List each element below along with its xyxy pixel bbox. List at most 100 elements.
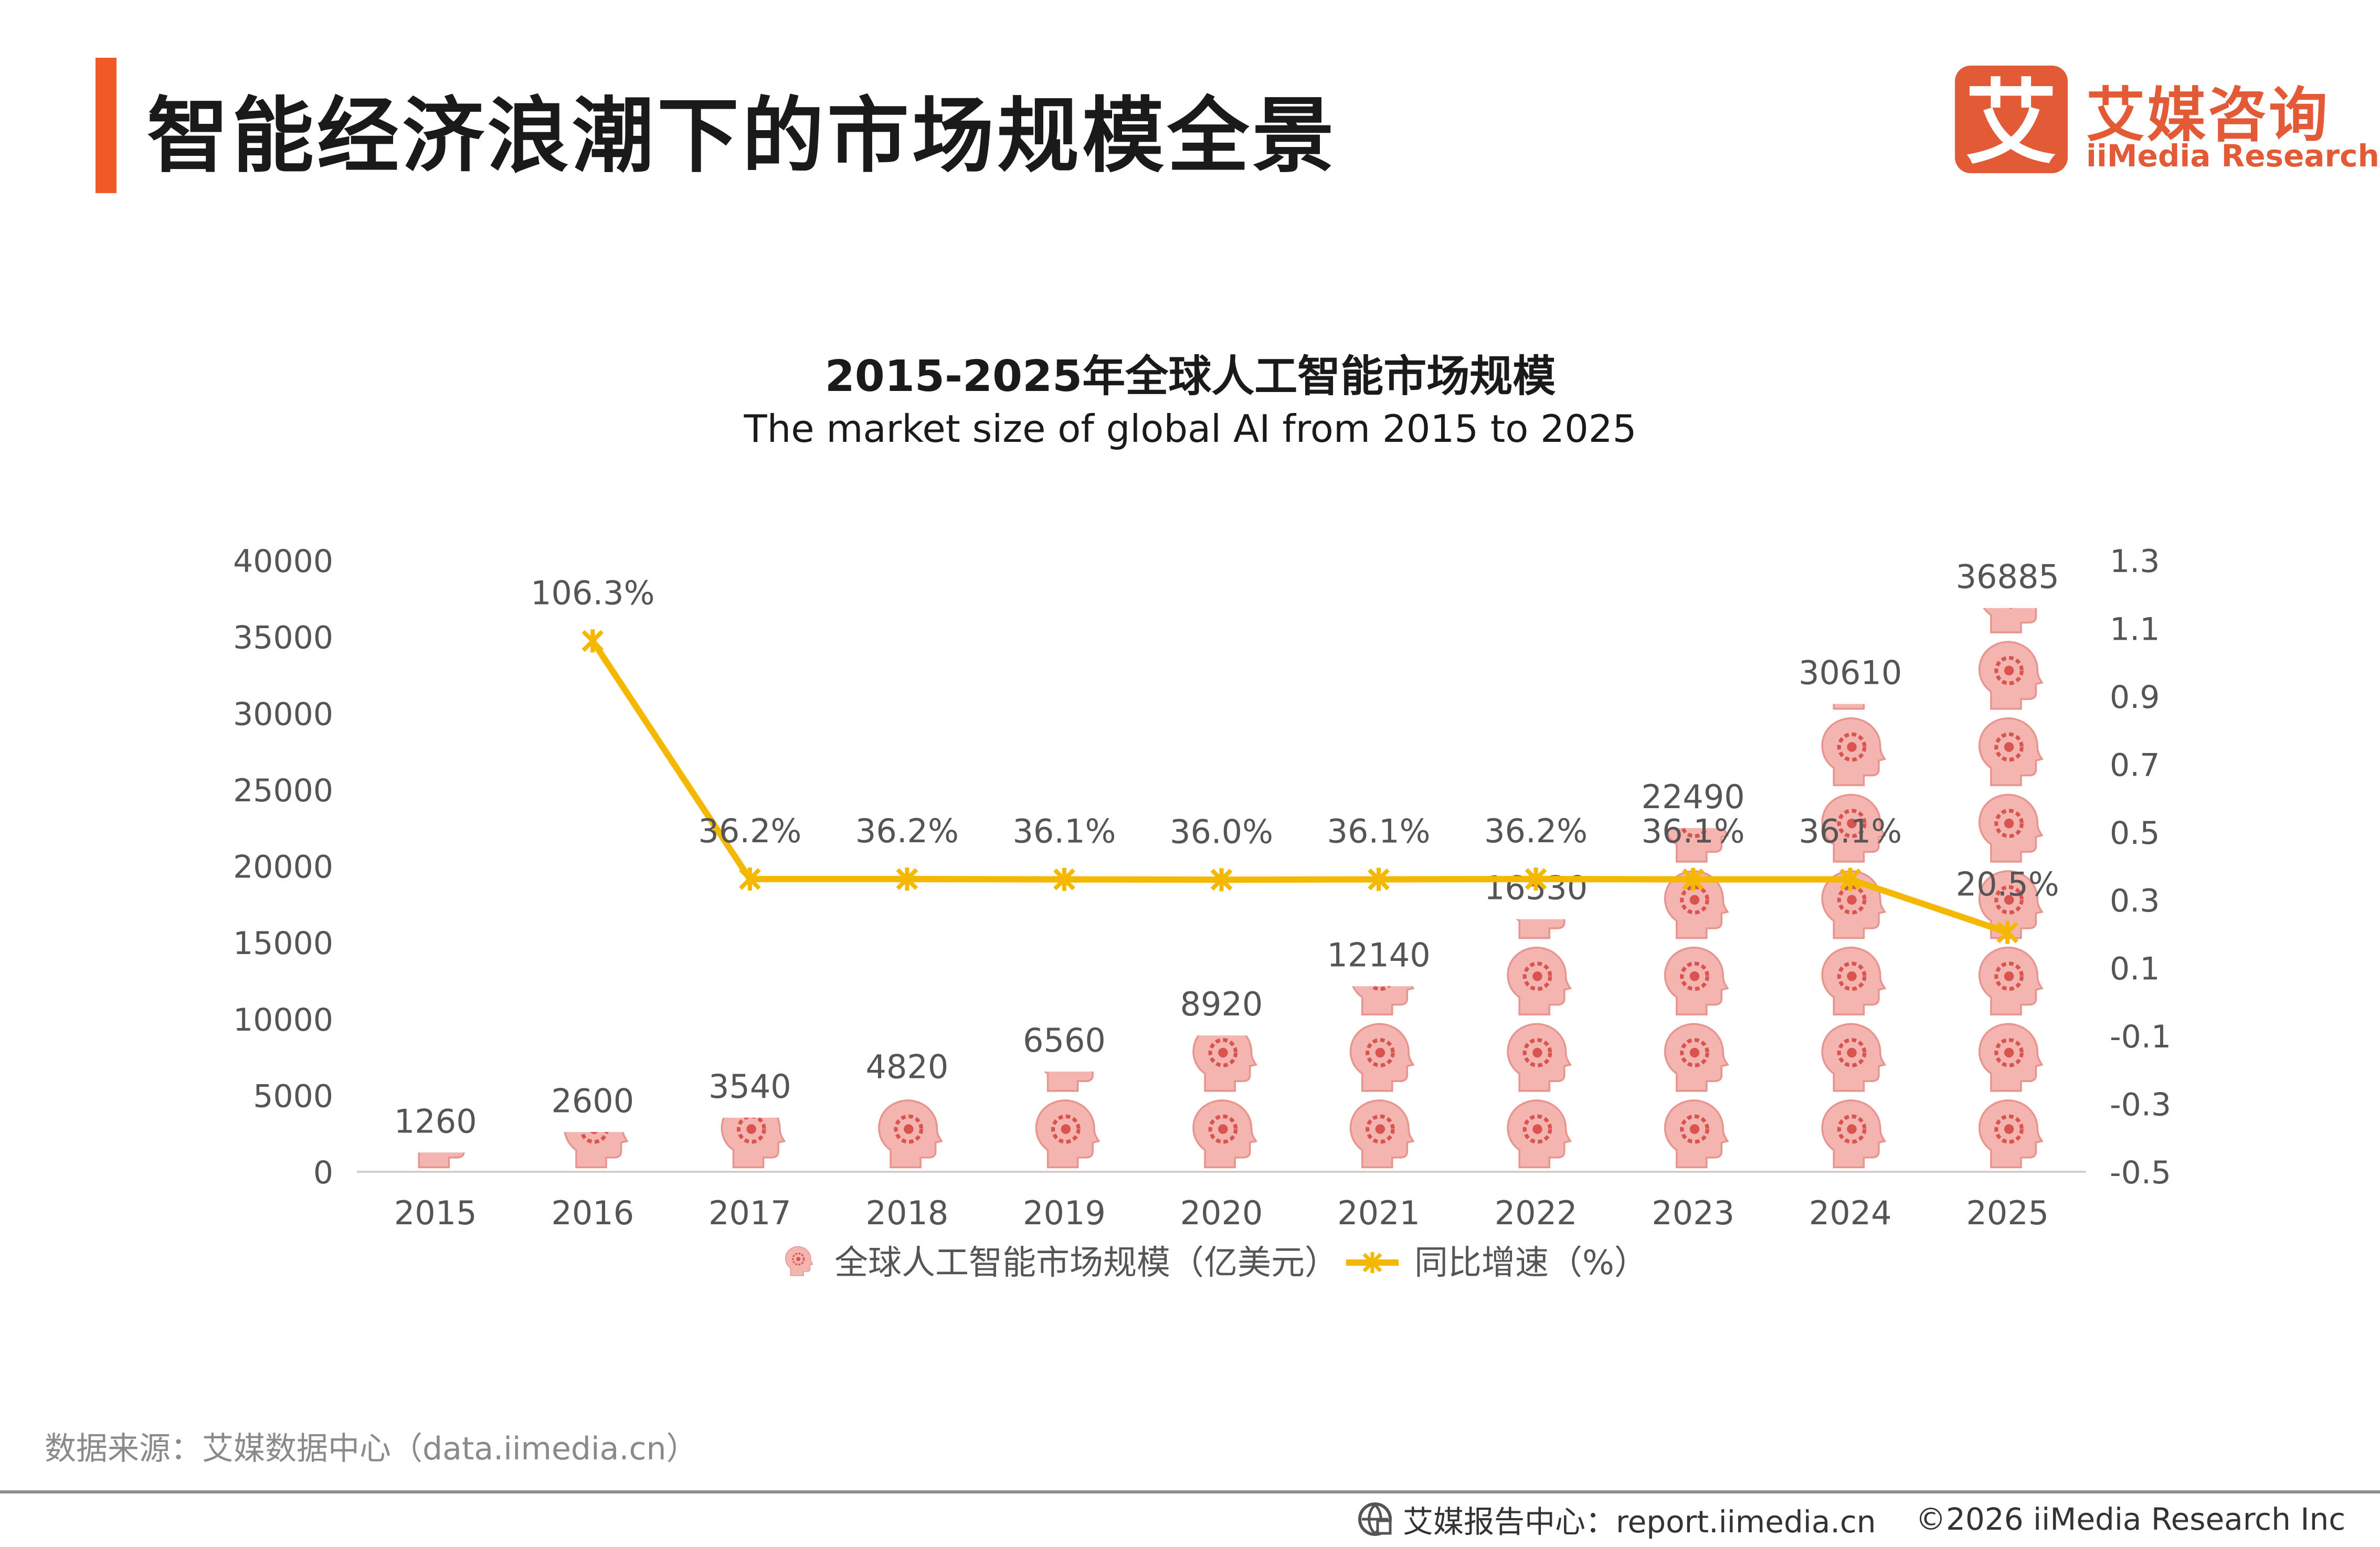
y-left-tick-label: 15000 xyxy=(233,925,333,962)
head-gear-icon xyxy=(1822,948,1885,1014)
legend-asterisk-icon xyxy=(1362,1252,1382,1273)
asterisk-marker xyxy=(1525,867,1547,891)
head-gear-icon xyxy=(1193,1100,1256,1167)
report-center-icon xyxy=(1358,1502,1392,1536)
y-right-tick-label: -0.3 xyxy=(2110,1087,2171,1124)
bar-icon-stack xyxy=(1351,948,1413,1168)
y-left-tick-label: 35000 xyxy=(233,620,333,656)
asterisk-marker xyxy=(1839,867,1861,891)
bar xyxy=(1508,871,1570,1167)
bar-value-label: 36885 xyxy=(1956,558,2059,596)
marker-shape xyxy=(1996,920,2019,944)
growth-rate-label: 36.1% xyxy=(1642,812,1745,851)
head-gear-icon xyxy=(1508,948,1570,1014)
bar-icon-stack xyxy=(1508,871,1570,1167)
head-gear-icon xyxy=(1980,642,2042,708)
head-gear-icon xyxy=(1980,794,2042,861)
bar-icon-stack xyxy=(1665,794,1728,1167)
report-center-link[interactable]: 艾媒报告中心：report.iimedia.cn xyxy=(1403,1504,1876,1540)
x-tick-label: 2016 xyxy=(551,1194,634,1232)
asterisk-marker xyxy=(896,867,918,891)
footer-report-center[interactable]: 艾媒报告中心：report.iimedia.cn xyxy=(1357,1498,1876,1540)
logo-mark-char: 艾 xyxy=(1965,70,2057,173)
asterisk-marker xyxy=(1682,867,1704,891)
head-gear-icon xyxy=(1665,1024,1728,1090)
copyright: ©2026 iiMedia Research Inc xyxy=(1916,1501,2346,1537)
marker-shape xyxy=(1682,867,1704,891)
bar-value-label: 6560 xyxy=(1023,1021,1106,1059)
head-gear-icon xyxy=(1665,1100,1728,1167)
bar xyxy=(1193,1024,1256,1167)
bar-value-label: 2600 xyxy=(551,1082,634,1120)
head-gear-icon xyxy=(1508,1024,1570,1090)
head-gear-icon xyxy=(1036,1100,1098,1167)
bar-value-label: 4820 xyxy=(866,1048,949,1086)
head-gear-icon xyxy=(1351,1024,1413,1090)
x-tick-label: 2015 xyxy=(394,1194,477,1232)
x-tick-label: 2018 xyxy=(866,1194,949,1232)
head-gear-icon xyxy=(1980,948,2042,1014)
y-left-tick-label: 30000 xyxy=(233,696,333,733)
growth-rate-label: 36.2% xyxy=(698,812,801,850)
growth-rate-label: 106.3% xyxy=(531,574,654,612)
chart-title: 2015-2025年全球人工智能市场规模 xyxy=(825,352,1556,401)
x-tick-label: 2020 xyxy=(1180,1194,1263,1232)
growth-line xyxy=(590,639,2009,936)
head-gear-icon xyxy=(1980,1100,2042,1167)
bar-value-label: 8920 xyxy=(1180,985,1263,1023)
bar-value-label: 22490 xyxy=(1642,778,1745,816)
y-left-tick-label: 25000 xyxy=(233,772,333,809)
head-gear-icon xyxy=(879,1100,942,1167)
growth-rate-label: 36.1% xyxy=(1012,812,1116,851)
bar-value-label: 30610 xyxy=(1799,653,1902,692)
bar-value-label: 12140 xyxy=(1327,936,1430,974)
legend-line-label: 同比增速（%） xyxy=(1414,1244,1648,1283)
bar-icon-stack xyxy=(1822,642,1885,1167)
x-tick-label: 2017 xyxy=(708,1194,791,1232)
ai-logo-mark-icon: 艾 xyxy=(1955,66,2068,173)
head-gear-icon xyxy=(1822,1024,1885,1090)
x-tick-label: 2019 xyxy=(1023,1194,1106,1232)
bar-value-label: 1260 xyxy=(394,1102,477,1140)
y-left-tick-label: 10000 xyxy=(233,1002,333,1039)
x-tick-label: 2025 xyxy=(1966,1194,2049,1232)
head-gear-icon xyxy=(1665,948,1728,1014)
footer-divider xyxy=(0,1490,2380,1493)
marker-shape xyxy=(581,629,604,653)
logo-name-cn: 艾媒咨询 xyxy=(2086,81,2330,150)
marker-shape xyxy=(1839,867,1861,891)
bar xyxy=(1822,642,1885,1167)
title-accent-bar xyxy=(96,58,117,193)
asterisk-marker xyxy=(1053,867,1075,891)
y-left-tick-label: 40000 xyxy=(233,543,333,580)
bar-value-label: 3540 xyxy=(708,1067,791,1106)
chart-subtitle: The market size of global AI from 2015 t… xyxy=(744,407,1637,451)
bar xyxy=(879,1100,942,1167)
head-gear-icon xyxy=(1351,1100,1413,1167)
asterisk-marker xyxy=(1996,920,2019,944)
marker-shape xyxy=(1210,868,1233,892)
marker-shape xyxy=(1525,867,1547,891)
marker-shape xyxy=(1053,867,1075,891)
y-left-tick-label: 20000 xyxy=(233,849,333,886)
asterisk-marker xyxy=(739,867,761,891)
bar-icon-stack xyxy=(879,1100,942,1167)
y-left-tick-label: 0 xyxy=(313,1154,333,1191)
bar xyxy=(1665,794,1728,1167)
page-title: 智能经济浪潮下的市场规模全景 xyxy=(147,88,1337,184)
y-right-tick-label: -0.1 xyxy=(2110,1019,2171,1055)
logo-name-en: iiMedia Research xyxy=(2086,138,2379,174)
y-right-tick-label: 1.3 xyxy=(2110,543,2160,580)
growth-rate-label: 36.2% xyxy=(855,812,959,850)
growth-rate-label: 36.1% xyxy=(1327,812,1431,851)
growth-rate-label: 36.1% xyxy=(1799,812,1902,851)
y-right-tick-label: 0.5 xyxy=(2110,815,2160,852)
head-gear-icon xyxy=(1822,1100,1885,1167)
x-tick-label: 2021 xyxy=(1337,1194,1420,1232)
market-size-chart: 2015-2025年全球人工智能市场规模 The market size of g… xyxy=(233,352,2171,1283)
head-gear-icon xyxy=(1193,1024,1256,1090)
marker-shape xyxy=(739,867,761,891)
head-gear-icon xyxy=(722,1100,784,1167)
y-right-tick-label: 1.1 xyxy=(2110,611,2160,648)
head-gear-icon xyxy=(1980,1024,2042,1090)
